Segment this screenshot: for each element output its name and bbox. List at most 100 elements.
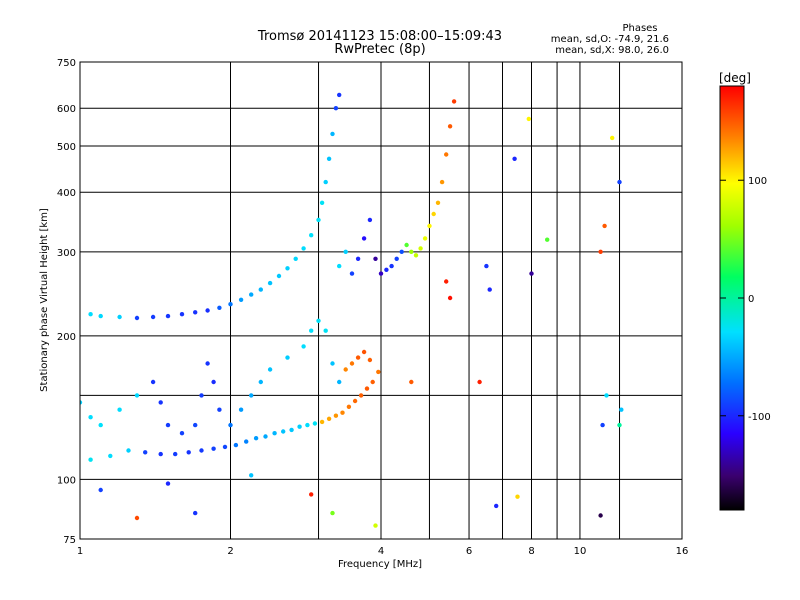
data-point xyxy=(355,355,361,360)
data-point xyxy=(244,439,249,444)
data-point xyxy=(88,457,93,462)
data-point xyxy=(88,415,93,420)
data-point xyxy=(165,422,171,428)
data-point xyxy=(364,386,370,391)
data-point xyxy=(384,267,389,272)
x-axis-label: Frequency [MHz] xyxy=(338,559,422,570)
data-point xyxy=(389,263,394,269)
chart-subtitle: RwPretec (8p) xyxy=(334,42,425,57)
chart-title: Tromsø 20141123 15:08:00–15:09:43 xyxy=(257,29,502,44)
data-point xyxy=(451,99,457,104)
data-point xyxy=(199,448,204,453)
data-point xyxy=(301,246,306,251)
data-point xyxy=(179,312,185,317)
data-point xyxy=(253,436,259,441)
data-point xyxy=(409,379,414,385)
data-points xyxy=(80,92,624,528)
data-point xyxy=(88,312,93,317)
data-point xyxy=(487,287,492,292)
data-point xyxy=(358,393,364,398)
data-point xyxy=(319,200,325,205)
y-tick-label: 400 xyxy=(57,188,76,199)
data-point xyxy=(319,419,325,425)
y-tick-label: 600 xyxy=(57,104,76,115)
data-point xyxy=(158,451,163,457)
data-point xyxy=(281,429,286,434)
x-tick-label: 2 xyxy=(227,546,233,557)
data-point xyxy=(173,451,178,457)
data-point xyxy=(249,473,254,478)
data-point xyxy=(361,349,367,355)
data-point xyxy=(439,179,445,185)
data-point xyxy=(199,393,204,398)
data-point xyxy=(355,256,361,261)
data-point xyxy=(346,404,352,409)
data-point xyxy=(333,106,339,111)
data-point xyxy=(602,223,607,229)
data-point xyxy=(352,398,358,404)
data-point xyxy=(233,442,239,448)
y-tick-label: 500 xyxy=(57,142,76,153)
data-point xyxy=(258,379,263,385)
data-point xyxy=(165,481,171,486)
data-point xyxy=(494,503,499,509)
data-point xyxy=(150,379,156,385)
colorbar-label: [deg] xyxy=(719,71,751,85)
data-point xyxy=(211,446,216,451)
data-point xyxy=(80,400,83,405)
data-point xyxy=(545,237,550,242)
data-point xyxy=(297,424,302,429)
data-point xyxy=(117,314,122,320)
data-point xyxy=(222,444,228,450)
data-point xyxy=(422,236,428,241)
grid-lines xyxy=(80,62,682,539)
data-point xyxy=(301,344,306,349)
data-point xyxy=(309,233,314,238)
data-point xyxy=(316,318,321,323)
data-point xyxy=(179,431,185,436)
data-point xyxy=(598,249,603,254)
x-tick-label: 4 xyxy=(378,546,384,557)
data-point xyxy=(272,431,277,436)
data-point xyxy=(619,407,624,412)
data-point xyxy=(447,124,453,129)
data-point xyxy=(238,297,244,302)
data-point xyxy=(309,492,314,497)
data-point xyxy=(108,453,113,459)
y-tick-label: 75 xyxy=(63,535,76,546)
data-point xyxy=(399,249,404,254)
colorbar-ticks: 100 0 -100 xyxy=(720,176,771,423)
data-point xyxy=(340,410,345,415)
data-point xyxy=(427,223,432,229)
x-tick-label: 10 xyxy=(574,546,587,557)
data-point xyxy=(604,393,609,398)
data-point xyxy=(285,355,290,360)
data-point xyxy=(205,361,210,366)
data-point xyxy=(249,292,254,297)
data-point xyxy=(98,422,103,428)
y-tick-label: 100 xyxy=(57,475,76,486)
data-point xyxy=(326,416,332,421)
data-point xyxy=(316,217,321,223)
data-point xyxy=(205,308,210,313)
data-point xyxy=(349,361,355,366)
data-point xyxy=(285,266,290,271)
data-point xyxy=(238,407,244,412)
data-point xyxy=(217,407,222,412)
data-point xyxy=(444,279,449,284)
data-point xyxy=(529,271,534,276)
data-point xyxy=(373,256,378,261)
data-point xyxy=(361,236,367,241)
data-point xyxy=(143,450,148,455)
data-point xyxy=(617,422,622,428)
data-point xyxy=(477,379,482,385)
data-point xyxy=(349,271,355,276)
data-point xyxy=(376,369,381,375)
data-point xyxy=(367,357,373,363)
data-point xyxy=(134,515,140,521)
data-point xyxy=(431,211,436,217)
data-point xyxy=(309,328,314,333)
colorbar-tick-label: 100 xyxy=(748,176,767,187)
stats-header: Phases xyxy=(622,23,657,34)
